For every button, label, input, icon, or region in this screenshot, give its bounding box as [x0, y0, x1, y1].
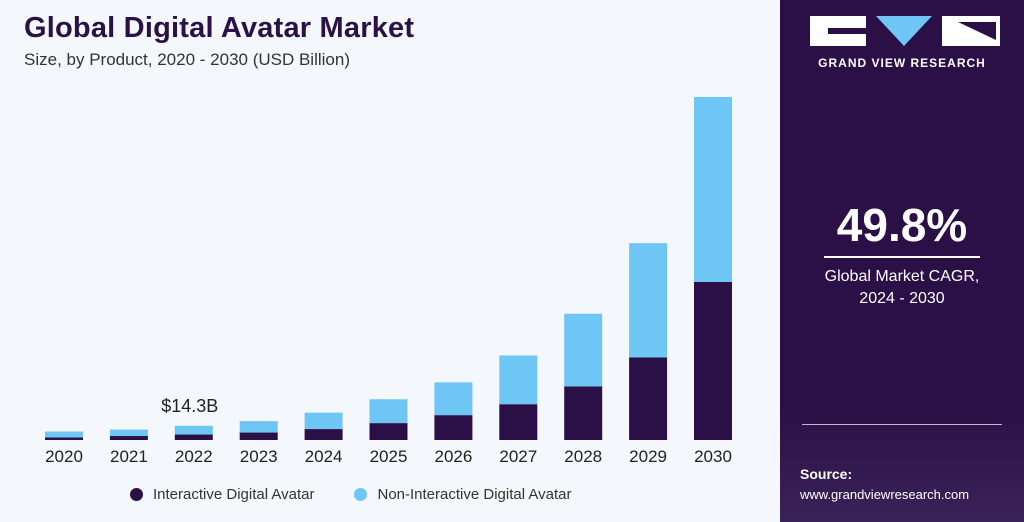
bar-interactive-2022 — [174, 434, 213, 440]
bar-interactive-2025 — [369, 423, 408, 440]
cagr-divider — [824, 256, 980, 258]
x-tick-label-2024: 2024 — [305, 447, 343, 466]
brand-name: GRAND VIEW RESEARCH — [818, 56, 986, 70]
chart-panel: Global Digital Avatar Market Size, by Pr… — [24, 12, 732, 504]
x-tick-label-2027: 2027 — [499, 447, 537, 466]
bar-non-interactive-2027 — [499, 355, 538, 405]
bar-interactive-2023 — [239, 432, 278, 440]
x-tick-label-2023: 2023 — [240, 447, 278, 466]
legend-item-interactive: Interactive Digital Avatar — [130, 486, 314, 503]
x-tick-label-2030: 2030 — [694, 447, 732, 466]
bar-non-interactive-2023 — [239, 421, 278, 433]
bar-non-interactive-2029 — [629, 243, 668, 358]
bar-interactive-2028 — [564, 386, 603, 440]
bar-non-interactive-2022 — [174, 425, 213, 435]
cagr-label-line1: Global Market CAGR, — [824, 268, 980, 285]
source-label: Source: — [800, 466, 853, 482]
bar-non-interactive-2030 — [694, 96, 732, 282]
chart-legend: Interactive Digital Avatar Non-Interacti… — [130, 484, 611, 504]
bar-non-interactive-2028 — [564, 313, 603, 387]
bar-non-interactive-2026 — [434, 382, 473, 416]
legend-label-non-interactive: Non-Interactive Digital Avatar — [377, 485, 572, 503]
bar-interactive-2024 — [304, 429, 343, 440]
grand-view-research-logo-icon — [810, 16, 1000, 46]
bar-chart: 2020 2021 2022 $14.3B 2023 2024 2025 2026 2027 20… — [45, 96, 732, 466]
bar-interactive-2020 — [45, 437, 83, 440]
bar-interactive-2026 — [434, 415, 473, 440]
bar-interactive-2027 — [499, 404, 538, 440]
bar-non-interactive-2025 — [369, 399, 408, 424]
legend-swatch-interactive — [130, 487, 143, 501]
x-tick-label-2029: 2029 — [629, 447, 667, 466]
cagr-label: Global Market CAGR, 2024 - 2030 — [780, 266, 1024, 310]
x-tick-label-2025: 2025 — [370, 447, 408, 466]
cagr-value: 49.8% — [836, 199, 968, 251]
bar-interactive-2030 — [694, 281, 732, 440]
bar-non-interactive-2024 — [304, 412, 343, 430]
legend-swatch-non-interactive — [354, 487, 368, 501]
bar-non-interactive-2020 — [45, 431, 83, 438]
x-tick-label-2028: 2028 — [564, 447, 602, 466]
bar-non-interactive-2021 — [109, 429, 148, 437]
source-url: www.grandviewresearch.com — [800, 487, 970, 502]
cagr-label-line2: 2024 - 2030 — [859, 290, 945, 307]
data-label-2022: $14.3B — [161, 396, 218, 416]
x-tick-label-2021: 2021 — [110, 447, 148, 466]
source-divider — [802, 424, 1002, 425]
x-tick-label-2022: 2022 — [175, 447, 213, 466]
legend-label-interactive: Interactive Digital Avatar — [153, 485, 315, 503]
info-panel: GRAND VIEW RESEARCH 49.8% Global Market … — [780, 0, 1024, 522]
bar-interactive-2021 — [109, 436, 148, 440]
x-tick-label-2020: 2020 — [45, 447, 83, 466]
x-tick-label-2026: 2026 — [434, 447, 472, 466]
legend-item-non-interactive: Non-Interactive Digital Avatar — [354, 486, 571, 503]
bar-interactive-2029 — [629, 357, 668, 440]
chart-subtitle: Size, by Product, 2020 - 2030 (USD Billi… — [24, 50, 350, 69]
chart-title: Global Digital Avatar Market — [24, 12, 415, 44]
